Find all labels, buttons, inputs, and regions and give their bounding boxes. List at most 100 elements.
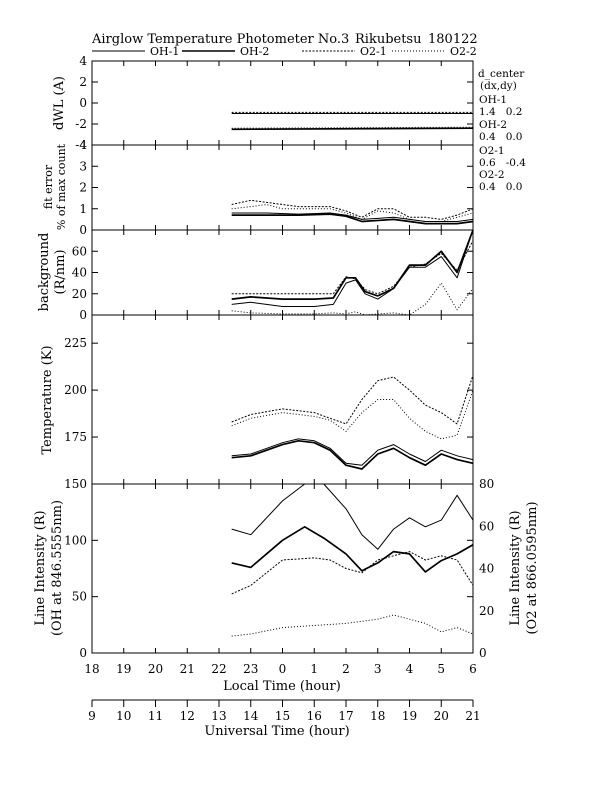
y-tick-label-right: 80 bbox=[479, 477, 494, 491]
panel-background-frame bbox=[91, 229, 474, 316]
series-o21-temperature bbox=[231, 374, 474, 425]
ylabel-dwl: dWL (A) bbox=[52, 76, 67, 130]
dcenter-header: d_center bbox=[478, 68, 525, 80]
x-tick-label-ut: 17 bbox=[338, 709, 353, 723]
dcenter-o22-values: 0.4 0.0 bbox=[479, 181, 522, 193]
series-o21-fit-error bbox=[231, 199, 474, 220]
y-tick-label-right: 40 bbox=[479, 562, 494, 576]
y-tick-label: 150 bbox=[64, 477, 87, 491]
legend-label-oh1: OH-1 bbox=[150, 45, 179, 58]
xlabel-local-time: Local Time (hour) bbox=[223, 679, 341, 694]
ticks-layer: 18 19 20 21 22 23 0 1 2 3 4 5 69 10 11 12 13 14 15 16 17 18 19… bbox=[64, 54, 494, 723]
y-tick-label: -4 bbox=[75, 138, 87, 152]
x-tick-label-ut: 11 bbox=[148, 709, 163, 723]
series-oh2-background bbox=[231, 229, 474, 300]
x-tick-label-ut: 15 bbox=[275, 709, 290, 723]
x-tick-label-lt: 20 bbox=[148, 662, 163, 676]
y-tick-label: 3 bbox=[79, 159, 87, 173]
x-tick-label-lt: 3 bbox=[374, 662, 382, 676]
series-oh2-temperature bbox=[231, 439, 474, 470]
dcenter-oh2-label: OH-2 bbox=[479, 119, 507, 131]
ylabel-intensity: Line Intensity (R) bbox=[33, 510, 48, 625]
title-date: 180122 bbox=[428, 32, 478, 47]
x-tick-label-lt: 18 bbox=[84, 662, 99, 676]
x-tick-label-ut: 19 bbox=[402, 709, 417, 723]
series-layer bbox=[231, 111, 474, 637]
y-tick-label: 0 bbox=[79, 96, 87, 110]
series-oh2-dWL bbox=[231, 127, 474, 131]
y-tick-label: 0 bbox=[79, 646, 87, 660]
y-tick-label: -2 bbox=[75, 117, 87, 131]
y-tick-label: 2 bbox=[79, 181, 87, 195]
panel-dwl-frame bbox=[91, 60, 474, 146]
y-tick-label: 225 bbox=[64, 336, 87, 350]
x-tick-label-ut: 16 bbox=[307, 709, 322, 723]
figure-title: Airglow Temperature Photometer No.3 Riku… bbox=[91, 32, 478, 47]
x-tick-label-lt: 1 bbox=[310, 662, 318, 676]
y-tick-label: 100 bbox=[64, 533, 87, 547]
x-tick-label-ut: 9 bbox=[88, 709, 96, 723]
title-site: Rikubetsu bbox=[355, 32, 421, 47]
y-tick-label: 4 bbox=[79, 54, 87, 68]
dcenter-oh1-values: 1.4 0.2 bbox=[479, 106, 522, 118]
dcenter-o21-values: 0.6 -0.4 bbox=[479, 157, 526, 169]
ylabel-intensity-oh: (OH at 846.5555nm) bbox=[50, 500, 65, 636]
title-instrument: Airglow Temperature Photometer No.3 bbox=[91, 32, 349, 47]
x-tick-label-ut: 18 bbox=[370, 709, 385, 723]
dcenter-o22-label: O2-2 bbox=[479, 169, 505, 181]
x-tick-label-ut: 14 bbox=[243, 709, 259, 723]
y-tick-label: 50 bbox=[72, 590, 87, 604]
series-oh1-temperature bbox=[231, 438, 474, 466]
y-tick-label: 0 bbox=[79, 308, 87, 322]
legend-label-o22: O2-2 bbox=[450, 45, 477, 58]
series-oh1-intensity bbox=[231, 483, 474, 550]
dcenter-annotation: d_center (dx,dy) OH-1 1.4 0.2 OH-2 0.4 0… bbox=[478, 68, 526, 193]
legend: OH-1 OH-2 O2-1 O2-2 bbox=[92, 45, 477, 58]
y-tick-label-right: 0 bbox=[479, 646, 487, 660]
y-tick-label: 2 bbox=[79, 75, 87, 89]
y-tick-label: 60 bbox=[72, 244, 87, 258]
series-o22-background bbox=[231, 282, 474, 316]
series-oh2-intensity bbox=[231, 525, 474, 573]
y-tick-label: 175 bbox=[64, 430, 87, 444]
dcenter-subheader: (dx,dy) bbox=[480, 80, 517, 92]
series-o22-intensity bbox=[231, 614, 474, 637]
dcenter-o21-label: O2-1 bbox=[479, 145, 505, 157]
x-tick-label-lt: 22 bbox=[211, 662, 226, 676]
x-tick-label-lt: 21 bbox=[180, 662, 195, 676]
y-tick-label-right: 20 bbox=[479, 604, 494, 618]
x-tick-label-lt: 6 bbox=[469, 662, 477, 676]
x-tick-label-lt: 23 bbox=[243, 662, 258, 676]
ylabel-background: background bbox=[37, 233, 52, 312]
y-axis-labels: dWL (A) fit error % of max count backgro… bbox=[33, 76, 540, 636]
y-tick-label: 1 bbox=[79, 202, 87, 216]
series-oh1-background bbox=[231, 229, 474, 307]
series-o22-fit-error bbox=[231, 204, 474, 222]
series-oh1-fit-error bbox=[231, 212, 474, 222]
ylabel-fiterror-unit: % of max count bbox=[55, 143, 68, 230]
series-o21-background bbox=[231, 240, 474, 295]
ylabel-fiterror: fit error bbox=[42, 164, 55, 209]
legend-label-oh2: OH-2 bbox=[240, 45, 269, 58]
x-tick-label-ut: 13 bbox=[211, 709, 226, 723]
ylabel-temperature: Temperature (K) bbox=[40, 345, 55, 454]
series-o21-intensity bbox=[231, 551, 474, 595]
ylabel-intensity-right: Line Intensity (R) bbox=[508, 510, 523, 625]
x-tick-label-lt: 19 bbox=[116, 662, 131, 676]
y-tick-label-right: 60 bbox=[479, 519, 494, 533]
series-oh2-fit-error bbox=[231, 213, 474, 225]
x-tick-label-lt: 4 bbox=[406, 662, 414, 676]
x-tick-label-lt: 5 bbox=[437, 662, 445, 676]
x-tick-label-ut: 12 bbox=[180, 709, 195, 723]
x-tick-label-ut: 21 bbox=[465, 709, 480, 723]
panel-temperature-frame bbox=[91, 314, 474, 485]
series-o22-dWL bbox=[231, 126, 474, 129]
x-tick-label-lt: 2 bbox=[342, 662, 350, 676]
y-tick-label: 200 bbox=[64, 383, 87, 397]
y-tick-label: 4 bbox=[79, 138, 87, 152]
ylabel-background-unit: (R/nm) bbox=[53, 249, 68, 294]
y-tick-label: 0 bbox=[79, 223, 87, 237]
dcenter-oh2-values: 0.4 0.0 bbox=[479, 131, 522, 143]
x-tick-label-lt: 0 bbox=[279, 662, 287, 676]
